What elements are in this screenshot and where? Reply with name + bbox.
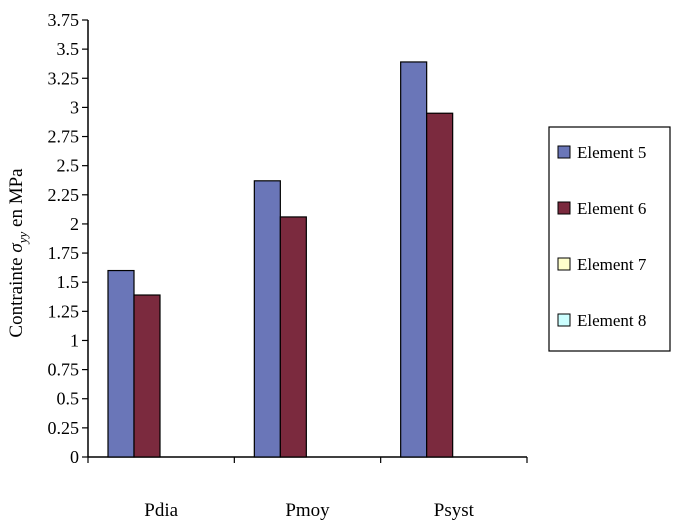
- bar-element-5-psyst: [400, 61, 428, 458]
- y-tick-label: 0.25: [48, 418, 80, 438]
- x-tick-label: Psyst: [434, 500, 475, 521]
- y-tick-label: 2.75: [48, 127, 80, 147]
- legend-label: Element 5: [577, 143, 646, 162]
- legend-label: Element 8: [577, 311, 646, 330]
- y-tick-label: 2.5: [57, 156, 80, 176]
- bar-element-5-pmoy: [253, 180, 281, 458]
- legend-swatch-element-8: [557, 313, 571, 327]
- y-tick-label: 0: [70, 447, 79, 467]
- y-axis-label: Contrainte σyy en MPa: [6, 168, 30, 338]
- y-tick-label: 2.25: [48, 185, 80, 205]
- y-axis: 0 0.25 0.5 0.75 1 1.25 1.5 1.75 2 2.25 2.5 2.75 3 3.2…: [48, 10, 89, 467]
- legend-swatch-element-7: [557, 257, 571, 271]
- bar-element-6-psyst: [426, 112, 454, 458]
- legend-swatch-element-6: [557, 201, 571, 215]
- y-tick-label: 3: [70, 97, 79, 117]
- bars: [107, 61, 454, 458]
- y-tick-label: 0.5: [57, 389, 80, 409]
- legend: Element 5 Element 6 Element 7 Element 8: [548, 126, 671, 352]
- bar-element-6-pmoy: [279, 216, 307, 458]
- y-tick-label: 3.75: [48, 10, 80, 30]
- x-tick-label: Pdia: [144, 500, 178, 521]
- y-tick-label: 3.25: [48, 68, 80, 88]
- bar-element-6-pdia: [133, 294, 161, 458]
- legend-label: Element 6: [577, 199, 646, 218]
- y-tick-label: 1.5: [57, 272, 80, 292]
- x-axis: Pdia Pmoy Psyst: [87, 456, 528, 521]
- bar-element-5-pdia: [107, 269, 135, 458]
- legend-swatch-element-5: [557, 145, 571, 159]
- y-axis-title: Contrainte σyy en MPa: [6, 168, 30, 338]
- y-tick-label: 3.5: [57, 39, 80, 59]
- y-tick-label: 1: [70, 330, 79, 350]
- x-tick-label: Pmoy: [285, 500, 330, 521]
- y-tick-label: 1.75: [48, 243, 80, 263]
- y-tick-label: 1.25: [48, 301, 80, 321]
- legend-label: Element 7: [577, 255, 647, 274]
- y-tick-label: 0.75: [48, 360, 80, 380]
- y-tick-label: 2: [70, 214, 79, 234]
